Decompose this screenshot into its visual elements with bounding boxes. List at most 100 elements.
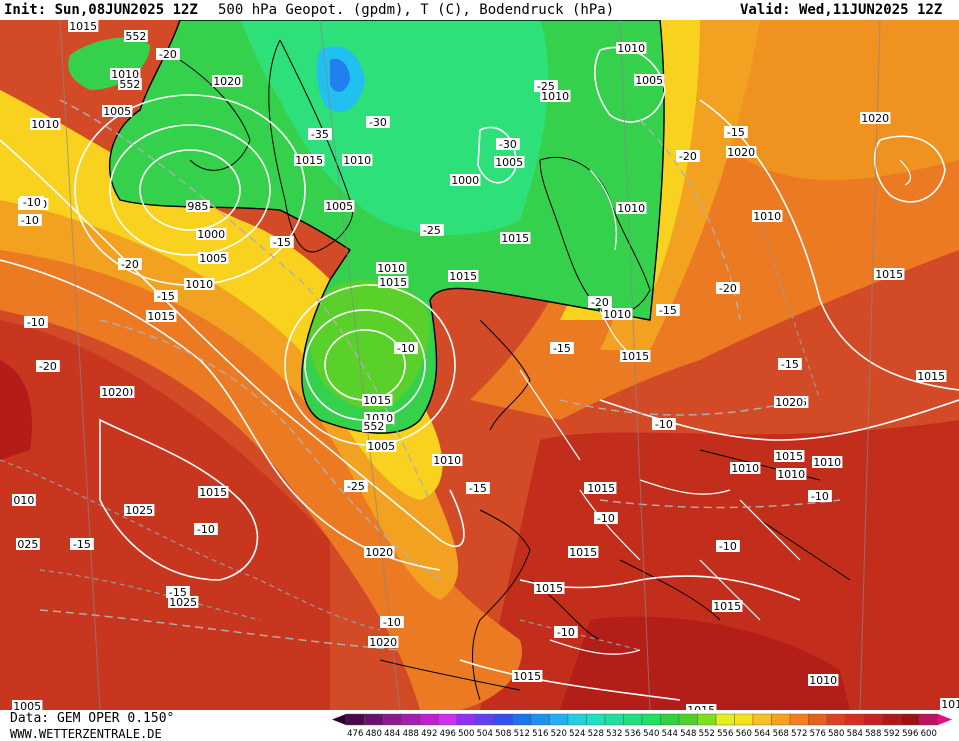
pressure-label: 1015 xyxy=(69,20,97,33)
legend-label: 556 xyxy=(717,729,733,739)
legend-swatch xyxy=(752,713,772,726)
legend-label: 584 xyxy=(847,729,863,739)
legend-swatch xyxy=(530,713,550,726)
pressure-label: 1010 xyxy=(111,68,139,81)
pressure-label: 1015 xyxy=(775,450,803,463)
pressure-label-box xyxy=(540,90,571,102)
temperature-label: -25 xyxy=(423,224,441,237)
legend-swatch xyxy=(604,713,624,726)
temperature-label: -35 xyxy=(311,128,329,141)
legend-swatch xyxy=(697,713,717,726)
legend-swatch xyxy=(919,713,939,726)
pressure-label: 1005 xyxy=(367,440,395,453)
pressure-label: 1010 xyxy=(377,262,405,275)
pressure-label: 1005 xyxy=(325,200,353,213)
legend-label: 476 xyxy=(347,729,363,739)
legend-label: 548 xyxy=(680,729,696,739)
pressure-label: 1020 xyxy=(365,546,393,559)
temperature-label-box xyxy=(656,304,680,316)
legend-label: 496 xyxy=(440,729,456,739)
pressure-label-box xyxy=(916,370,947,382)
pressure-label-box xyxy=(634,74,665,86)
pressure-label: 985 xyxy=(187,200,208,213)
temperature-label: -15 xyxy=(727,126,745,139)
temperature-label-box xyxy=(194,523,218,535)
legend-label: 540 xyxy=(643,729,659,739)
data-source: Data: GEM OPER 0.150° xyxy=(10,711,175,726)
temperature-label: -10 xyxy=(719,540,737,553)
pressure-label: 1010 xyxy=(731,462,759,475)
temperature-label: -20 xyxy=(121,258,139,271)
pressure-label: 1015 xyxy=(687,704,715,710)
pressure-label: 010 xyxy=(13,494,34,507)
pressure-label: 1000 xyxy=(451,174,479,187)
temperature-label-box xyxy=(466,482,490,494)
temperature-label: -15 xyxy=(273,236,291,249)
pressure-label-box xyxy=(362,420,386,432)
legend-swatch xyxy=(863,713,883,726)
temperature-label: -15 xyxy=(469,482,487,495)
temperature-label-box xyxy=(380,616,404,628)
pressure-label: 1015 xyxy=(941,698,959,710)
legend-label: 480 xyxy=(366,729,382,739)
legend-label: 516 xyxy=(532,729,548,739)
temperature-label: -30 xyxy=(369,116,387,129)
pressure-label: 025 xyxy=(17,538,38,551)
temperature-label: -10 xyxy=(811,490,829,503)
legend-label: 488 xyxy=(403,729,419,739)
pressure-label-box xyxy=(110,68,141,80)
legend-swatch xyxy=(789,713,809,726)
legend-arrow-right xyxy=(938,714,952,725)
pressure-label-box xyxy=(368,636,399,648)
temperature-label-box xyxy=(154,290,178,302)
temperature-label: -10 xyxy=(597,512,615,525)
pressure-label: 1020 xyxy=(101,386,129,399)
pressure-label-box xyxy=(324,200,355,212)
pressure-label-box xyxy=(602,308,633,320)
temperature-label-box xyxy=(594,512,618,524)
pressure-label-box xyxy=(342,154,373,166)
temperature-label: -10 xyxy=(21,214,39,227)
legend-swatch xyxy=(401,713,421,726)
pressure-label-box xyxy=(730,462,761,474)
pressure-label-box xyxy=(712,600,743,612)
temperature-label-box xyxy=(366,116,390,128)
pressure-label-box xyxy=(874,268,905,280)
legend-swatch xyxy=(475,713,495,726)
pressure-label-box xyxy=(620,350,651,362)
pressure-label-box xyxy=(198,486,229,498)
color-legend: 476 480 484 488 492 496 500 504 508 512 516 520 524 5… xyxy=(332,713,952,739)
legend-arrow-left xyxy=(332,714,346,725)
temperature-label-box xyxy=(496,138,520,150)
legend-swatch xyxy=(771,713,791,726)
pressure-label: 1015 xyxy=(199,486,227,499)
legend-label: 588 xyxy=(865,729,881,739)
pressure-label: 1020 xyxy=(775,396,803,409)
pressure-label: 1015 xyxy=(535,582,563,595)
legend-swatch xyxy=(678,713,698,726)
temperature-label: -20 xyxy=(591,296,609,309)
legend-label: 520 xyxy=(551,729,567,739)
pressure-label-box xyxy=(30,118,61,130)
temperature-label-box xyxy=(716,282,740,294)
pressure-label: 1005 xyxy=(495,156,523,169)
legend-label: 512 xyxy=(514,729,530,739)
pressure-label: 1020 xyxy=(861,112,889,125)
pressure-label: 1005 xyxy=(199,252,227,265)
pressure-label: 1015 xyxy=(875,268,903,281)
temperature-label: -10 xyxy=(383,616,401,629)
temperature-label: -10 xyxy=(397,342,415,355)
legend-label: 572 xyxy=(791,729,807,739)
temperature-label: -20 xyxy=(679,150,697,163)
pressure-label-box xyxy=(100,386,131,398)
legend-label: 528 xyxy=(588,729,604,739)
temperature-label: -15 xyxy=(73,538,91,551)
temperature-label-box xyxy=(20,196,44,208)
temperature-label-box xyxy=(18,214,42,226)
temperature-label-box xyxy=(308,128,332,140)
pressure-label: 1025 xyxy=(125,504,153,517)
legend-swatch xyxy=(623,713,643,726)
pressure-label: 1015 xyxy=(917,370,945,383)
